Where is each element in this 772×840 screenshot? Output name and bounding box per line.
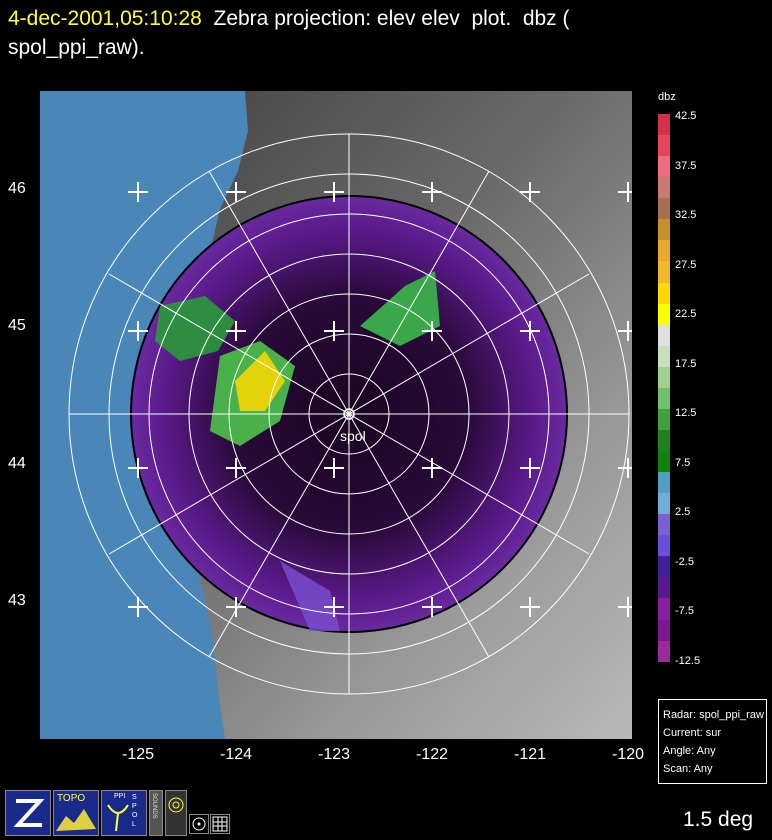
info-angle: Angle: Any bbox=[663, 745, 716, 757]
colorbar-tick-label: 27.5 bbox=[675, 258, 697, 271]
colorbar-swatch bbox=[658, 135, 670, 157]
colorbar-tick-label: 37.5 bbox=[675, 159, 697, 172]
toolbar: TOPO PPI SPOL SOUNDS bbox=[5, 790, 233, 836]
colorbar-tick-label: 2.5 bbox=[675, 506, 691, 518]
colorbar-swatch bbox=[658, 261, 670, 283]
colorbar-swatch bbox=[658, 493, 670, 515]
lon-label: -125 bbox=[121, 746, 155, 763]
colorbar-swatch bbox=[658, 451, 670, 473]
lat-label: 43 bbox=[8, 592, 26, 609]
colorbar-tick-label: 7.5 bbox=[675, 456, 691, 469]
spol-ppi-button[interactable]: PPI SPOL bbox=[101, 790, 147, 836]
colorbar-swatch bbox=[658, 535, 670, 557]
radar-dish-icon bbox=[107, 804, 129, 832]
colorbar-tick-label: 22.5 bbox=[675, 308, 697, 320]
colorbar-swatch bbox=[658, 114, 670, 136]
grid-icon bbox=[212, 816, 228, 832]
colorbar-swatch bbox=[658, 429, 670, 451]
colorbar-swatch bbox=[658, 303, 670, 325]
zebra-logo-button[interactable] bbox=[5, 790, 51, 836]
colorbar-swatch bbox=[658, 387, 670, 409]
grid-crosses bbox=[128, 182, 632, 617]
sounds-button[interactable]: SOUNDS bbox=[149, 790, 163, 836]
elevation-angle: 1.5 deg bbox=[683, 808, 754, 831]
plot-title-line2: spol_ppi_raw). bbox=[8, 36, 145, 59]
colorbar-swatch bbox=[658, 556, 670, 578]
radar-map[interactable]: spol bbox=[40, 91, 632, 739]
radar-site-icon bbox=[343, 408, 355, 420]
colorbar-swatch bbox=[658, 514, 670, 536]
colorbar-tick-label: -2.5 bbox=[675, 555, 694, 568]
colorbar-tick-label: 17.5 bbox=[675, 357, 697, 370]
lon-label: -121 bbox=[513, 746, 547, 763]
lon-label: -123 bbox=[317, 746, 351, 763]
colorbar-swatch bbox=[658, 640, 670, 662]
colorbar-swatch bbox=[658, 282, 670, 304]
colorbar-swatch bbox=[658, 598, 670, 620]
colorbar-swatch bbox=[658, 345, 670, 367]
echo-northeast bbox=[360, 271, 440, 346]
info-current: Current: sur bbox=[663, 727, 722, 739]
colorbar-swatch bbox=[658, 240, 670, 262]
colorbar-swatch bbox=[658, 219, 670, 241]
radar-site-label: spol bbox=[340, 428, 366, 444]
colorbar-swatch bbox=[658, 619, 670, 641]
info-radar: Radar: spol_ppi_raw bbox=[663, 709, 764, 721]
lon-label: -122 bbox=[415, 746, 449, 763]
colorbar-tick-label: -7.5 bbox=[675, 605, 694, 617]
plot-title-text: Zebra projection: elev elev plot. dbz ( bbox=[201, 7, 570, 30]
topo-button[interactable]: TOPO bbox=[53, 790, 99, 836]
plot-title: 4-dec-2001,05:10:28 Zebra projection: el… bbox=[8, 4, 570, 62]
colorbar-swatch bbox=[658, 198, 670, 220]
plot-timestamp: 4-dec-2001,05:10:28 bbox=[8, 7, 202, 30]
colorbar-tick-label: 32.5 bbox=[675, 209, 697, 221]
colorbar-swatch bbox=[658, 577, 670, 599]
radar-info-box: Radar: spol_ppi_raw Current: sur Angle: … bbox=[658, 699, 767, 784]
sounds-label: SOUNDS bbox=[151, 793, 157, 819]
colorbar-swatch bbox=[658, 366, 670, 388]
colorbar-swatch bbox=[658, 472, 670, 494]
colorbar-title: dbz bbox=[658, 91, 676, 103]
lat-label: 44 bbox=[8, 455, 26, 472]
colorbar-swatch bbox=[658, 324, 670, 346]
colorbar-swatch bbox=[658, 408, 670, 430]
colorbar-swatch bbox=[658, 177, 670, 199]
colorbar-tick-label: 42.5 bbox=[675, 110, 697, 122]
overlay-buttons bbox=[189, 790, 233, 836]
echo-south bbox=[280, 561, 340, 631]
lat-label: 45 bbox=[8, 317, 26, 334]
rings-icon bbox=[168, 797, 184, 813]
colorbar-tick-label: -12.5 bbox=[675, 654, 701, 667]
colorbar-tick-label: 12.5 bbox=[675, 407, 697, 419]
lon-label: -124 bbox=[219, 746, 253, 763]
ppi-label: PPI bbox=[114, 793, 126, 800]
rings-button[interactable] bbox=[165, 790, 187, 836]
zebra-logo-icon bbox=[13, 799, 45, 827]
echo-core bbox=[235, 351, 285, 411]
topo-label: TOPO bbox=[57, 793, 86, 804]
topo-icon bbox=[56, 809, 96, 831]
spol-label: SPOL bbox=[132, 794, 138, 828]
range-rings bbox=[68, 133, 630, 695]
center-button[interactable] bbox=[189, 814, 209, 834]
map-canvas: spol bbox=[40, 91, 632, 739]
info-scan: Scan: Any bbox=[663, 763, 713, 775]
colorbar-swatch bbox=[658, 156, 670, 178]
target-icon bbox=[192, 817, 206, 831]
lat-label: 46 bbox=[8, 180, 26, 197]
grid-button[interactable] bbox=[210, 814, 230, 834]
lon-label: -120 bbox=[611, 746, 645, 763]
colorbar bbox=[658, 114, 670, 662]
